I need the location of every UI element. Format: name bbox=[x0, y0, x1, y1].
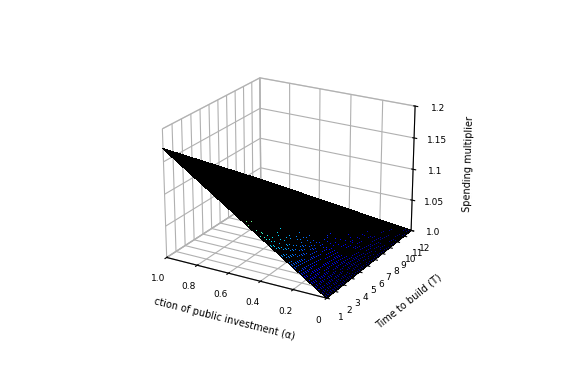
Y-axis label: Time to build (T): Time to build (T) bbox=[375, 272, 444, 331]
X-axis label: ction of public investment (α): ction of public investment (α) bbox=[153, 296, 296, 341]
